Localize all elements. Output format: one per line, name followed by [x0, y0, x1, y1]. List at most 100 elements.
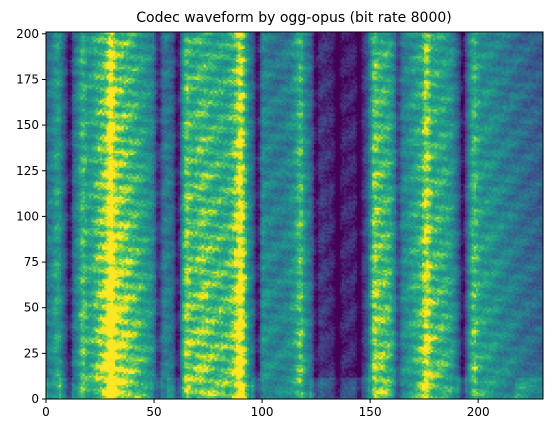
heatmap-cell — [54, 141, 58, 144]
heatmap-cell — [61, 44, 64, 48]
heatmap-cell — [46, 229, 49, 232]
heatmap-cell — [52, 280, 56, 283]
heatmap-cell — [58, 245, 62, 249]
heatmap-cell — [54, 291, 58, 294]
heatmap-cell — [52, 238, 56, 241]
heatmap-cell — [50, 81, 54, 84]
heatmap-cell — [63, 329, 67, 333]
heatmap-cell — [54, 344, 58, 347]
heatmap-cell — [61, 234, 64, 238]
heatmap-cell — [54, 377, 58, 380]
heatmap-cell — [58, 325, 62, 329]
heatmap-cell — [61, 115, 64, 119]
heatmap-cell — [46, 77, 49, 81]
heatmap-cell — [61, 388, 64, 391]
heatmap-cell — [48, 238, 51, 241]
heatmap-cell — [48, 366, 51, 369]
heatmap-cell — [48, 94, 51, 97]
heatmap-cell — [48, 92, 51, 95]
heatmap-cell — [46, 360, 49, 364]
heatmap-cell — [54, 375, 58, 378]
heatmap-cell — [54, 305, 58, 309]
heatmap-cell — [46, 245, 49, 249]
heatmap-cell — [63, 156, 67, 159]
heatmap-cell — [61, 114, 64, 117]
heatmap-cell — [56, 291, 60, 294]
heatmap-cell — [50, 375, 54, 378]
heatmap-cell — [46, 123, 49, 126]
heatmap-cell — [46, 293, 49, 296]
heatmap-cell — [54, 395, 58, 398]
heatmap-cell — [54, 269, 58, 272]
heatmap-cell — [63, 181, 67, 185]
heatmap-cell — [52, 103, 56, 106]
heatmap-cell — [48, 168, 51, 172]
heatmap-cell — [61, 296, 64, 300]
heatmap-cell — [54, 327, 58, 331]
heatmap-cell — [50, 95, 54, 99]
heatmap-cell — [63, 210, 67, 214]
heatmap-cell — [46, 163, 49, 166]
heatmap-cell — [48, 386, 51, 389]
heatmap-cell — [58, 32, 62, 35]
heatmap-cell — [61, 315, 64, 318]
heatmap-cell — [50, 260, 54, 263]
heatmap-cell — [52, 389, 56, 393]
heatmap-cell — [58, 132, 62, 135]
heatmap-cell — [48, 130, 51, 134]
heatmap-cell — [63, 121, 67, 124]
heatmap-cell — [46, 165, 49, 168]
heatmap-cell — [56, 327, 60, 331]
heatmap-cell — [46, 296, 49, 300]
heatmap-cell — [46, 44, 49, 48]
heatmap-cell — [63, 161, 67, 165]
heatmap-cell — [46, 35, 49, 39]
heatmap-cell — [52, 220, 56, 223]
heatmap-cell — [46, 172, 49, 176]
heatmap-cell — [48, 112, 51, 115]
heatmap-cell — [48, 324, 51, 327]
heatmap-cell — [63, 367, 67, 371]
heatmap-cell — [50, 110, 54, 113]
heatmap-cell — [58, 209, 62, 212]
heatmap-cell — [61, 362, 64, 365]
heatmap-cell — [58, 157, 62, 161]
heatmap-cell — [48, 156, 51, 159]
heatmap-cell — [48, 37, 51, 40]
heatmap-cell — [46, 212, 49, 216]
heatmap-cell — [50, 369, 54, 373]
heatmap-cell — [52, 360, 56, 364]
heatmap-cell — [50, 117, 54, 121]
heatmap-cell — [54, 346, 58, 349]
heatmap-cell — [56, 150, 60, 154]
heatmap-cell — [56, 366, 60, 369]
heatmap-cell — [50, 212, 54, 216]
heatmap-cell — [61, 382, 64, 385]
heatmap-cell — [50, 278, 54, 281]
heatmap-cell — [61, 325, 64, 329]
heatmap-cell — [54, 371, 58, 375]
heatmap-cell — [48, 39, 51, 42]
heatmap-cell — [48, 125, 51, 128]
heatmap-cell — [61, 134, 64, 137]
heatmap-cell — [52, 181, 56, 185]
heatmap-cell — [46, 83, 49, 86]
heatmap-cell — [46, 189, 49, 192]
heatmap-cell — [52, 388, 56, 391]
heatmap-cell — [54, 125, 58, 128]
heatmap-cell — [46, 311, 49, 314]
heatmap-cell — [50, 229, 54, 232]
heatmap-cell — [52, 243, 56, 247]
heatmap-cell — [52, 324, 56, 327]
heatmap-cell — [54, 64, 58, 68]
heatmap-cell — [63, 167, 67, 170]
heatmap-cell — [48, 249, 51, 252]
heatmap-cell — [61, 236, 64, 239]
heatmap-cell — [61, 61, 64, 64]
heatmap-cell — [46, 397, 49, 399]
heatmap-cell — [54, 198, 58, 201]
heatmap-cell — [52, 154, 56, 157]
heatmap-cell — [48, 327, 51, 331]
heatmap-cell — [56, 307, 60, 311]
